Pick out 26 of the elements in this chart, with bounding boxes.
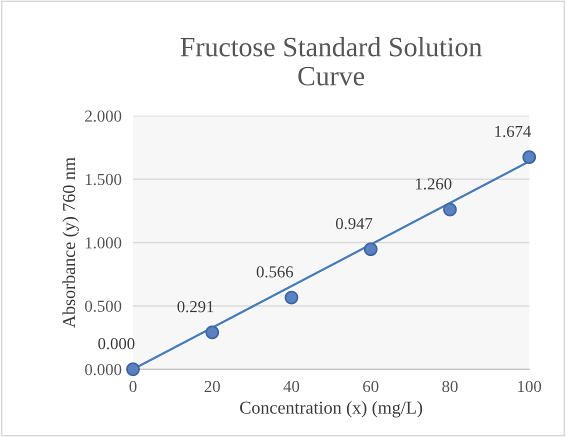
y-axis-title: Absorbance (y) 760 nm	[62, 157, 79, 328]
chart-title: Fructose Standard Solution Curve	[180, 36, 482, 86]
data-label: 1.674	[495, 126, 532, 138]
data-label: 0.947	[336, 218, 372, 230]
y-tick-label: 0.000	[85, 364, 122, 376]
x-tick-label: 40	[283, 380, 300, 392]
point	[522, 150, 536, 164]
x-tick-label: 60	[363, 380, 378, 392]
data-label: 0.291	[177, 301, 214, 312]
y-tick-label: 2.000	[85, 110, 122, 122]
x-tick-label: 0	[129, 380, 137, 392]
data-label: 0.000	[98, 338, 134, 350]
x-tick-label: 20	[204, 380, 220, 392]
data-label: 1.260	[416, 178, 452, 190]
point	[364, 242, 378, 256]
y-tick-label: 1.000	[86, 237, 122, 249]
y-tick-label: 0.500	[85, 300, 122, 312]
x-axis-title: Concentration (x) (mg/L)	[240, 401, 422, 418]
point	[443, 202, 457, 216]
x-tick-label: 80	[442, 380, 458, 392]
point	[126, 362, 140, 376]
y-tick-label: 1.500	[86, 174, 122, 186]
x-tick-label: 100	[518, 380, 542, 392]
point	[284, 290, 298, 304]
data-label: 0.566	[256, 266, 294, 278]
point	[205, 326, 220, 340]
